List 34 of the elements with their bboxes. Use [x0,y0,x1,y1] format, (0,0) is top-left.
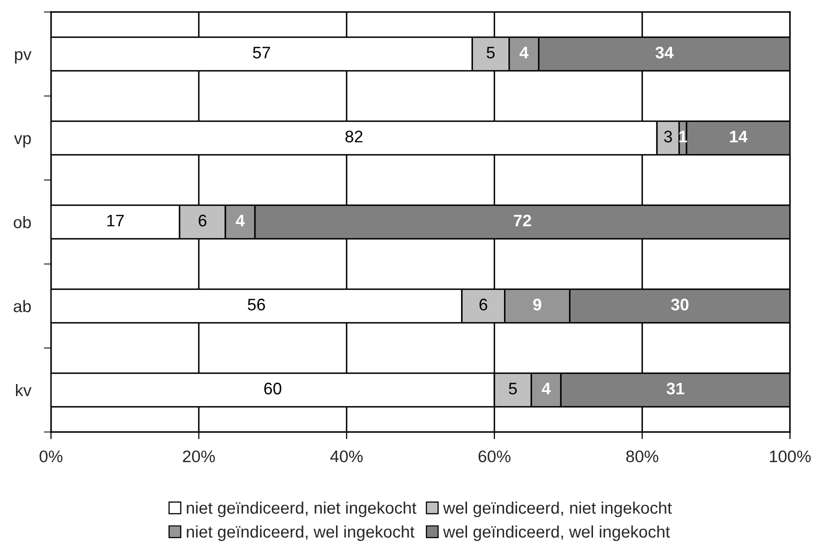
data-label: 9 [533,298,542,310]
legend-label: niet geïndiceerd, niet ingekocht [186,502,416,518]
x-tick-label: 80% [626,450,658,462]
x-tick-label: 100% [770,450,811,462]
y-tick-label: ob [14,216,31,228]
x-tick-label: 40% [330,450,363,462]
legend-label: wel geïndiceerd, niet ingekocht [443,502,672,518]
data-label: 6 [198,214,206,226]
data-label: 6 [480,298,488,310]
data-label: 82 [345,130,362,142]
legend-label: niet geïndiceerd, wel ingekocht [186,525,414,542]
x-tick-label: 60% [478,450,510,462]
data-label: 17 [107,214,124,226]
data-label: 4 [520,46,529,58]
data-label: 14 [730,130,748,142]
data-label: 31 [666,382,684,394]
y-tick-label: pv [15,51,32,64]
data-label: 56 [248,298,265,310]
x-tick-label: 20% [182,450,215,462]
y-tick-label: ab [14,300,31,312]
data-label: 4 [236,214,245,226]
data-label: 4 [542,382,551,394]
x-tick-label: 0% [40,450,62,462]
data-label: 5 [508,382,517,394]
data-label: 3 [664,130,672,142]
data-label: 30 [671,298,688,310]
y-tick-label: vp [14,135,31,148]
data-label: 34 [655,46,674,58]
data-label: 72 [514,214,532,226]
data-label: 5 [486,46,495,58]
y-tick-label: kv [16,384,32,396]
data-label: 60 [264,382,282,394]
data-label: 57 [253,46,270,58]
legend-label: wel geïndiceerd, wel ingekocht [443,525,670,542]
